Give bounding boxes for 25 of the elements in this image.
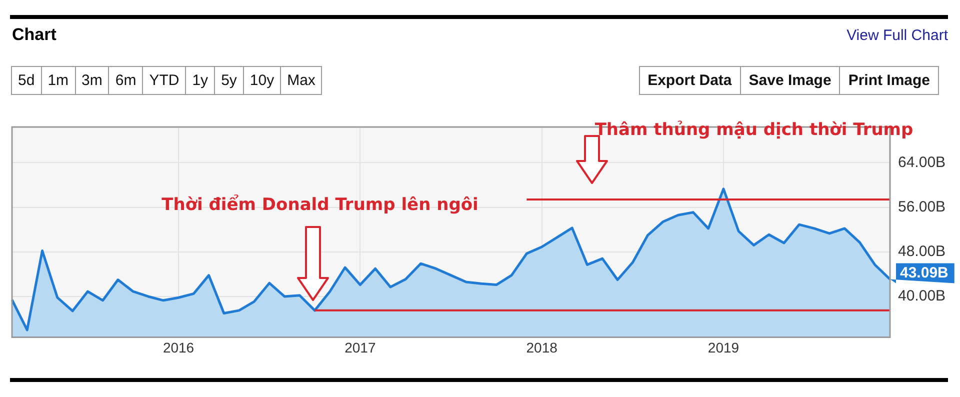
x-tick-label: 2018: [526, 339, 558, 356]
text: Save Image: [740, 66, 840, 95]
text: Chart: [12, 25, 56, 45]
text: 3m: [74, 66, 110, 95]
annotation: Thời điểm Donald Trump lên ngôi: [162, 194, 478, 215]
y-tick-label: 64.00B: [898, 154, 946, 171]
text: 1y: [185, 66, 216, 95]
x-tick-label: 2019: [708, 339, 740, 356]
text: View Full Chart: [846, 27, 948, 44]
y-tick-label: 40.00B: [898, 288, 946, 305]
text: 1m: [40, 66, 76, 95]
text: 5d: [11, 66, 42, 95]
y-tick-label: 56.00B: [898, 198, 946, 216]
text: Print Image: [839, 66, 939, 95]
text: Export Data: [638, 66, 741, 95]
text: 6m: [108, 66, 144, 95]
text: YTD: [142, 66, 186, 95]
x-tick-label: 2017: [344, 339, 376, 356]
text: Max: [280, 66, 322, 95]
y-tick-label: 48.00B: [898, 243, 946, 260]
annotation: Thâm thủng mậu dịch thời Trump: [594, 120, 914, 140]
data-label: 43.09B: [900, 264, 949, 282]
text: 5y: [214, 66, 244, 95]
text: 10y: [242, 66, 282, 95]
x-tick-label: 2016: [162, 339, 194, 356]
